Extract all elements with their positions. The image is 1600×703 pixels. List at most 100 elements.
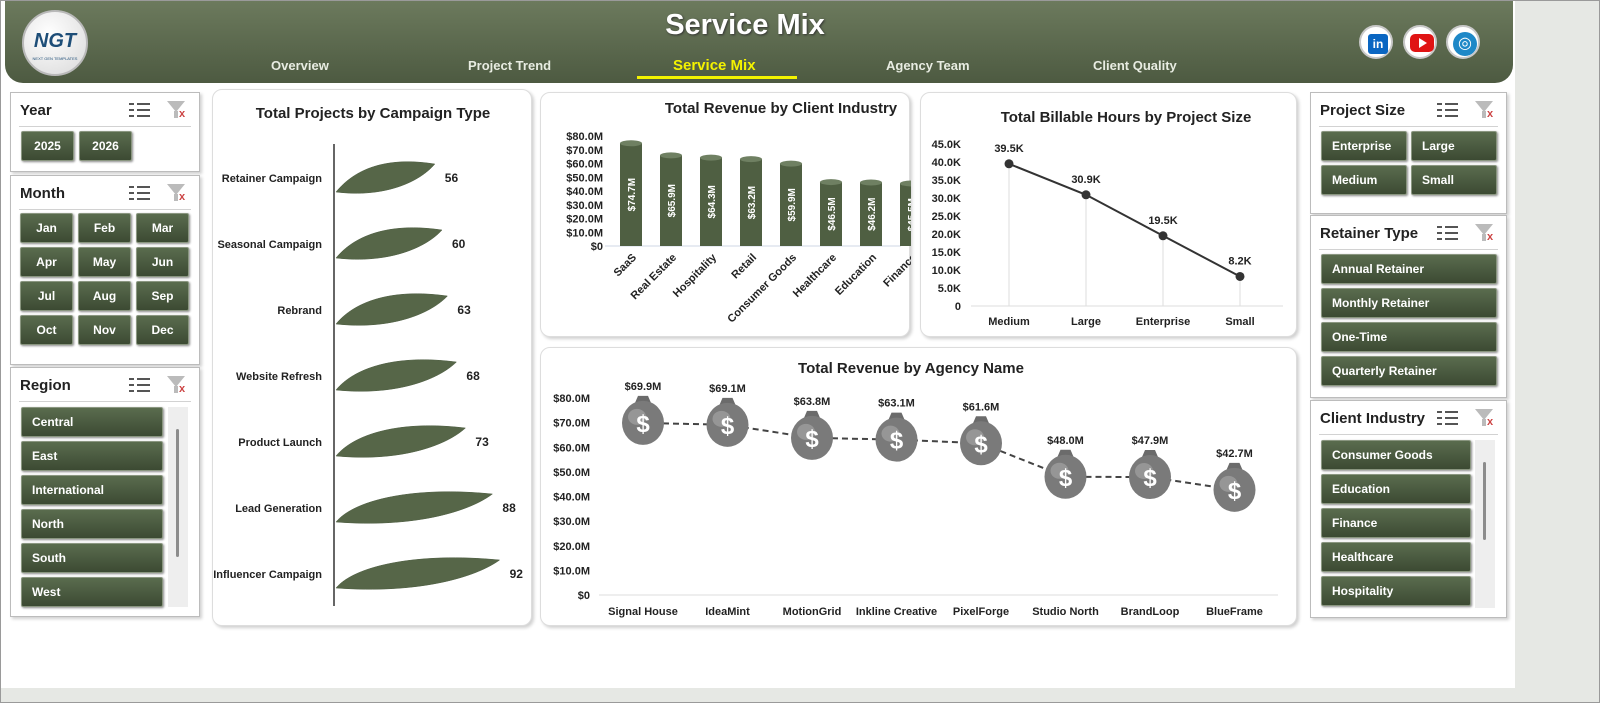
slicer-item-feb[interactable]: Feb [78, 213, 131, 243]
scrollbar[interactable] [168, 407, 188, 607]
slicer-item-central[interactable]: Central [21, 407, 163, 437]
slicer-item-aug[interactable]: Aug [78, 281, 131, 311]
tab-overview[interactable]: Overview [271, 58, 329, 73]
chart-title: Total Projects by Campaign Type [255, 105, 491, 122]
tab-project-trend[interactable]: Project Trend [468, 58, 552, 73]
slicer-item-enterprise[interactable]: Enterprise [1321, 131, 1407, 161]
slicer-item-east[interactable]: East [21, 441, 163, 471]
data-label: $69.9M [625, 381, 662, 393]
y-tick-label: 10.0K [932, 265, 961, 277]
slicer-item-monthly-retainer[interactable]: Monthly Retainer [1321, 288, 1497, 318]
dollar-sign: $ [805, 426, 819, 453]
clear-filter-icon[interactable]: x [1473, 99, 1495, 121]
youtube-button[interactable] [1403, 25, 1437, 59]
slicer-item-hospitality[interactable]: Hospitality [1321, 576, 1471, 606]
data-label: $74.7M [627, 178, 638, 211]
multi-select-icon[interactable] [129, 184, 151, 204]
slicer-item-south[interactable]: South [21, 543, 163, 573]
industry-chart-svg: $0 $10.0M$20.0M $30.0M $40.0M $50.0M$60.0M $7… [566, 131, 911, 326]
y-tick-label: 45.0K [932, 139, 961, 151]
data-label: $48.0M [1047, 435, 1084, 447]
multi-select-icon[interactable] [1437, 224, 1459, 244]
bar-cap [620, 140, 642, 147]
y-tick-label: $70.0M [566, 145, 603, 157]
slicer-item-international[interactable]: International [21, 475, 163, 505]
data-label: $63.8M [794, 396, 831, 408]
clear-filter-icon[interactable]: x [165, 374, 187, 396]
scrollbar-thumb[interactable] [1483, 462, 1486, 540]
slicer-item-nov[interactable]: Nov [78, 315, 131, 345]
slicer-item-north[interactable]: North [21, 509, 163, 539]
clear-filter-icon[interactable]: x [1473, 222, 1495, 244]
slicer-item-jul[interactable]: Jul [20, 281, 73, 311]
slicer-item-oct[interactable]: Oct [20, 315, 73, 345]
y-tick-label: $0 [578, 590, 590, 602]
y-tick-label: $30.0M [566, 200, 603, 212]
multi-select-icon[interactable] [1437, 409, 1459, 429]
slicer-item-consumer-goods[interactable]: Consumer Goods [1321, 440, 1471, 470]
tab-client-quality[interactable]: Client Quality [1093, 58, 1177, 73]
slicer-item-small[interactable]: Small [1411, 165, 1497, 195]
tab-service-mix[interactable]: Service Mix [673, 57, 756, 74]
slicer-item-annual-retainer[interactable]: Annual Retainer [1321, 254, 1497, 284]
ngt-logo: NGT NEXT GEN TEMPLATES [22, 10, 88, 76]
campaign-bar [335, 557, 501, 590]
multi-select-icon[interactable] [129, 376, 151, 396]
y-tick-label: $40.0M [566, 186, 603, 198]
bag-neck [719, 397, 736, 405]
slicer-item-west[interactable]: West [21, 577, 163, 607]
category-label: Finance [881, 252, 911, 290]
slicer-item-dec[interactable]: Dec [136, 315, 189, 345]
slicer-item-jan[interactable]: Jan [20, 213, 73, 243]
clear-filter-icon[interactable]: x [1473, 407, 1495, 429]
slicer-item-may[interactable]: May [78, 247, 131, 277]
clear-filter-icon[interactable]: x [165, 99, 187, 121]
slicer-item-2026[interactable]: 2026 [79, 131, 132, 161]
category-label: Healthcare [791, 252, 839, 300]
scrollbar[interactable] [1475, 440, 1495, 608]
bar-body [660, 155, 682, 246]
money-bag-icon: $ [706, 397, 749, 447]
slicer-item-healthcare[interactable]: Healthcare [1321, 542, 1471, 572]
linkedin-button[interactable]: in [1359, 25, 1393, 59]
slicer-title: Month [20, 185, 65, 202]
bar-body [900, 183, 911, 246]
slicer-item-finance[interactable]: Finance [1321, 508, 1471, 538]
bag-highlight [628, 408, 646, 425]
bar-cap [740, 156, 762, 163]
bag-neck [973, 416, 989, 424]
slicer-item-quarterly-retainer[interactable]: Quarterly Retainer [1321, 356, 1497, 386]
y-tick-label: $50.0M [553, 467, 590, 479]
money-bag-icon: $ [1213, 462, 1256, 512]
logo-subtext: NEXT GEN TEMPLATES [32, 56, 78, 61]
slicer-item-sep[interactable]: Sep [136, 281, 189, 311]
category-label: Consumer Goods [725, 252, 799, 326]
category-label: Hospitality [671, 251, 720, 300]
slicer-item-large[interactable]: Large [1411, 131, 1497, 161]
data-label: 30.9K [1071, 174, 1100, 186]
dollar-sign: $ [1059, 465, 1073, 492]
multi-select-icon[interactable] [129, 101, 151, 121]
active-tab-underline [637, 76, 797, 79]
slicer-item-2025[interactable]: 2025 [21, 131, 74, 161]
slicer-title: Retainer Type [1320, 225, 1419, 242]
slicer-item-mar[interactable]: Mar [136, 213, 189, 243]
slicer-title: Client Industry [1320, 410, 1426, 427]
dollar-sign: $ [1143, 465, 1157, 492]
bag-neck [1226, 462, 1243, 470]
slicer-item-education[interactable]: Education [1321, 474, 1471, 504]
slicer-item-jun[interactable]: Jun [136, 247, 189, 277]
y-tick-label: $30.0M [553, 516, 590, 528]
website-button[interactable]: ◎ [1446, 25, 1480, 59]
slicer-item-medium[interactable]: Medium [1321, 165, 1407, 195]
data-label: $47.9M [1132, 435, 1169, 447]
slicer-item-apr[interactable]: Apr [20, 247, 73, 277]
scrollbar-thumb[interactable] [176, 429, 179, 557]
data-label: $46.2M [867, 198, 878, 231]
multi-select-icon[interactable] [1437, 101, 1459, 121]
clear-filter-icon[interactable]: x [165, 182, 187, 204]
category-label: SaaS [612, 252, 640, 280]
data-label: 92 [510, 567, 524, 581]
slicer-item-one-time[interactable]: One-Time [1321, 322, 1497, 352]
tab-agency-team[interactable]: Agency Team [886, 58, 970, 73]
